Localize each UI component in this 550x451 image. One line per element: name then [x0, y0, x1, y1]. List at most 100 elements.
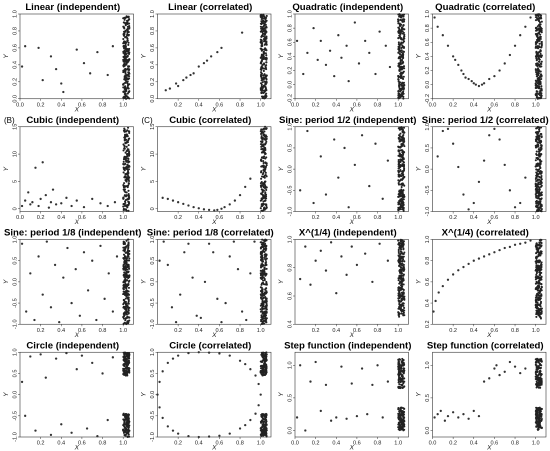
strip-point — [124, 297, 127, 300]
data-point — [498, 138, 501, 141]
strip-point — [540, 261, 543, 264]
strip-point — [127, 209, 130, 212]
data-point — [254, 374, 257, 377]
strip-point — [399, 304, 402, 307]
plot-frame — [294, 126, 409, 212]
strip-point — [397, 179, 400, 182]
strip-point — [534, 16, 537, 19]
strip-point — [123, 130, 126, 133]
data-point — [436, 413, 439, 416]
strip-point — [402, 13, 406, 16]
strip-point — [540, 412, 543, 415]
strip-point — [535, 294, 538, 297]
strip-point — [123, 40, 127, 43]
y-tick-label: 0 — [150, 207, 156, 210]
strip-point — [536, 275, 539, 278]
strip-point — [401, 54, 404, 57]
data-point — [451, 411, 455, 414]
strip-point — [127, 415, 130, 418]
strip-point — [399, 72, 402, 75]
strip-point — [122, 45, 125, 49]
strip-point — [538, 163, 541, 166]
x-tick-label: 0.8 — [236, 441, 244, 447]
strip-point — [400, 23, 403, 26]
strip-point — [128, 435, 131, 438]
strip-point — [262, 303, 265, 306]
y-tick-label: 10 — [150, 151, 156, 157]
strip-point — [403, 145, 406, 148]
strip-point — [126, 29, 129, 32]
strip-point — [400, 364, 403, 367]
strip-point — [260, 56, 263, 59]
strip-point — [540, 29, 543, 32]
strip-point — [127, 309, 130, 312]
strip-point — [264, 47, 267, 50]
strip-point — [262, 144, 265, 147]
data-point — [378, 30, 381, 33]
strip-point — [402, 198, 405, 201]
strip-point — [401, 77, 404, 80]
strip-point — [262, 368, 265, 371]
y-tick-label: 0.8 — [425, 24, 431, 32]
panel-letter: (B) — [4, 116, 15, 125]
strip-point — [399, 192, 402, 195]
strip-point — [264, 320, 267, 323]
strip-point — [262, 241, 265, 244]
strip-point — [261, 57, 265, 60]
strip-point — [402, 263, 405, 266]
data-point — [306, 129, 309, 133]
strip-point — [402, 371, 405, 375]
strip-point — [538, 282, 541, 285]
data-point — [192, 205, 195, 209]
strip-point — [263, 270, 266, 274]
strip-point — [400, 370, 404, 373]
strip-point — [122, 286, 125, 290]
data-point — [498, 69, 501, 72]
data-point — [66, 246, 69, 250]
x-tick-label: 0.4 — [57, 328, 65, 334]
data-point — [65, 351, 68, 355]
scatter-panel: Linear (independent)0.0 0.2 0.4 0.6 0.8 1.00.… — [3, 2, 134, 113]
strip-point — [400, 128, 403, 131]
strip-point — [539, 376, 542, 379]
y-axis-label: Y — [141, 54, 148, 59]
strip-point — [540, 289, 543, 292]
strip-point — [397, 408, 400, 411]
strip-point — [403, 377, 406, 380]
strip-point — [401, 170, 404, 173]
data-point — [210, 55, 213, 58]
y-axis-label: Y — [278, 54, 285, 59]
data-point — [257, 382, 260, 386]
strip-point — [402, 160, 405, 163]
data-point — [34, 166, 37, 169]
strip-point — [261, 430, 264, 433]
strip-point — [399, 370, 402, 373]
data-point — [238, 427, 242, 430]
strip-point — [402, 425, 405, 428]
data-point — [113, 201, 117, 204]
strip-point — [123, 425, 126, 428]
data-point — [324, 63, 328, 66]
strip-point — [124, 86, 127, 89]
strip-point — [534, 182, 537, 185]
data-point — [493, 75, 496, 78]
strip-point — [401, 259, 404, 262]
strip-point — [535, 137, 538, 140]
plot-frame — [19, 126, 134, 212]
strip-point — [263, 362, 266, 365]
strip-point — [400, 197, 403, 200]
panel-title: Circle (correlated) — [169, 340, 251, 351]
strip-point — [540, 65, 543, 68]
strip-point — [540, 178, 543, 181]
strip-point — [260, 76, 263, 79]
strip-point — [264, 76, 267, 79]
strip-point — [264, 23, 267, 26]
strip-point — [398, 410, 402, 413]
strip-point — [540, 20, 543, 23]
strip-point — [265, 14, 268, 17]
strip-point — [259, 41, 262, 44]
x-tick-label: 1.0 — [532, 328, 540, 334]
data-point — [508, 189, 512, 192]
plot-frame — [19, 351, 134, 438]
strip-point — [399, 300, 402, 303]
